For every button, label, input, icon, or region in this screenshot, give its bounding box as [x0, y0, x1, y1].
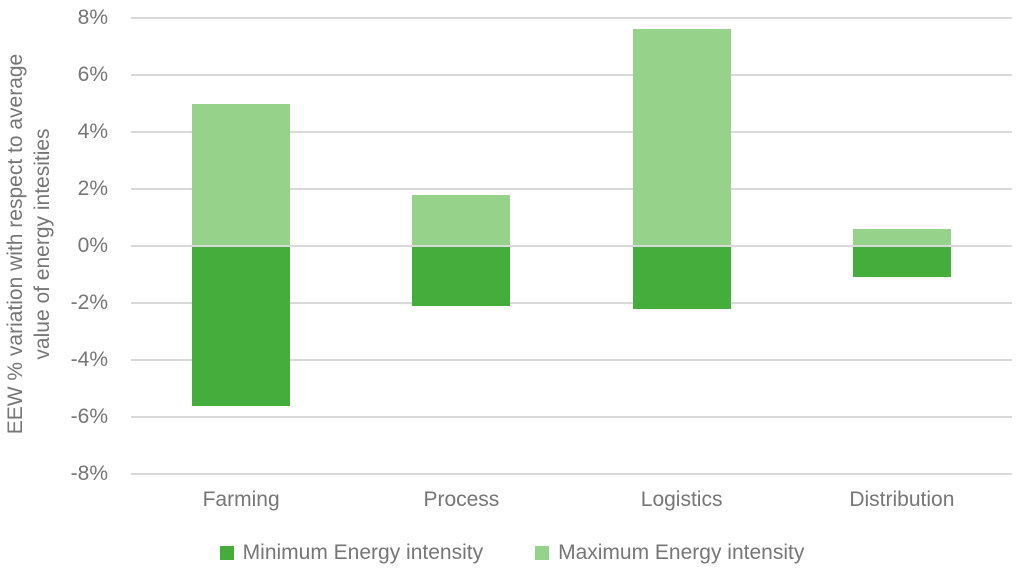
bar-maximum-farming — [192, 103, 291, 245]
x-label-logistics: Logistics — [640, 488, 723, 511]
gridline — [131, 473, 1012, 475]
x-axis-labels: Farming Process Logistics Distribution — [131, 487, 1012, 513]
y-axis-ticks: 8% 6% 4% 2% 0% -2% -4% -6% -8% — [0, 0, 110, 576]
bar-maximum-logistics — [632, 29, 731, 245]
gridline — [131, 131, 1012, 133]
y-tick-label: -6% — [70, 405, 108, 428]
gridline — [131, 74, 1012, 76]
plot-area — [131, 17, 1012, 475]
x-label-distribution: Distribution — [849, 488, 955, 511]
bar-minimum-distribution — [852, 247, 951, 278]
legend-swatch-minimum-icon — [219, 546, 234, 560]
x-label-farming: Farming — [202, 488, 280, 511]
legend-label-maximum: Maximum Energy intensity — [558, 541, 805, 564]
gridline — [131, 416, 1012, 418]
gridline — [131, 188, 1012, 190]
gridline — [131, 302, 1012, 304]
y-tick-label: 6% — [77, 63, 108, 86]
gridline — [131, 359, 1012, 361]
legend-swatch-maximum-icon — [535, 546, 550, 560]
y-tick-label: 0% — [77, 234, 108, 257]
legend-label-minimum: Minimum Energy intensity — [242, 541, 484, 564]
x-label-process: Process — [423, 488, 500, 511]
y-tick-label: -4% — [70, 348, 108, 371]
bar-minimum-farming — [192, 247, 291, 406]
legend: Minimum Energy intensity Maximum Energy … — [0, 541, 1024, 565]
bar-maximum-process — [412, 194, 511, 245]
bar-minimum-process — [412, 247, 511, 306]
y-tick-label: -8% — [70, 462, 108, 485]
legend-item-maximum: Maximum Energy intensity — [535, 541, 804, 565]
y-tick-label: 8% — [77, 6, 108, 29]
y-tick-label: -2% — [70, 291, 108, 314]
gridline — [131, 245, 1012, 247]
y-tick-label: 4% — [77, 120, 108, 143]
gridline — [131, 17, 1012, 19]
y-tick-label: 2% — [77, 177, 108, 200]
bar-minimum-logistics — [632, 247, 731, 309]
legend-item-minimum: Minimum Energy intensity — [219, 541, 484, 565]
bar-maximum-distribution — [852, 228, 951, 245]
